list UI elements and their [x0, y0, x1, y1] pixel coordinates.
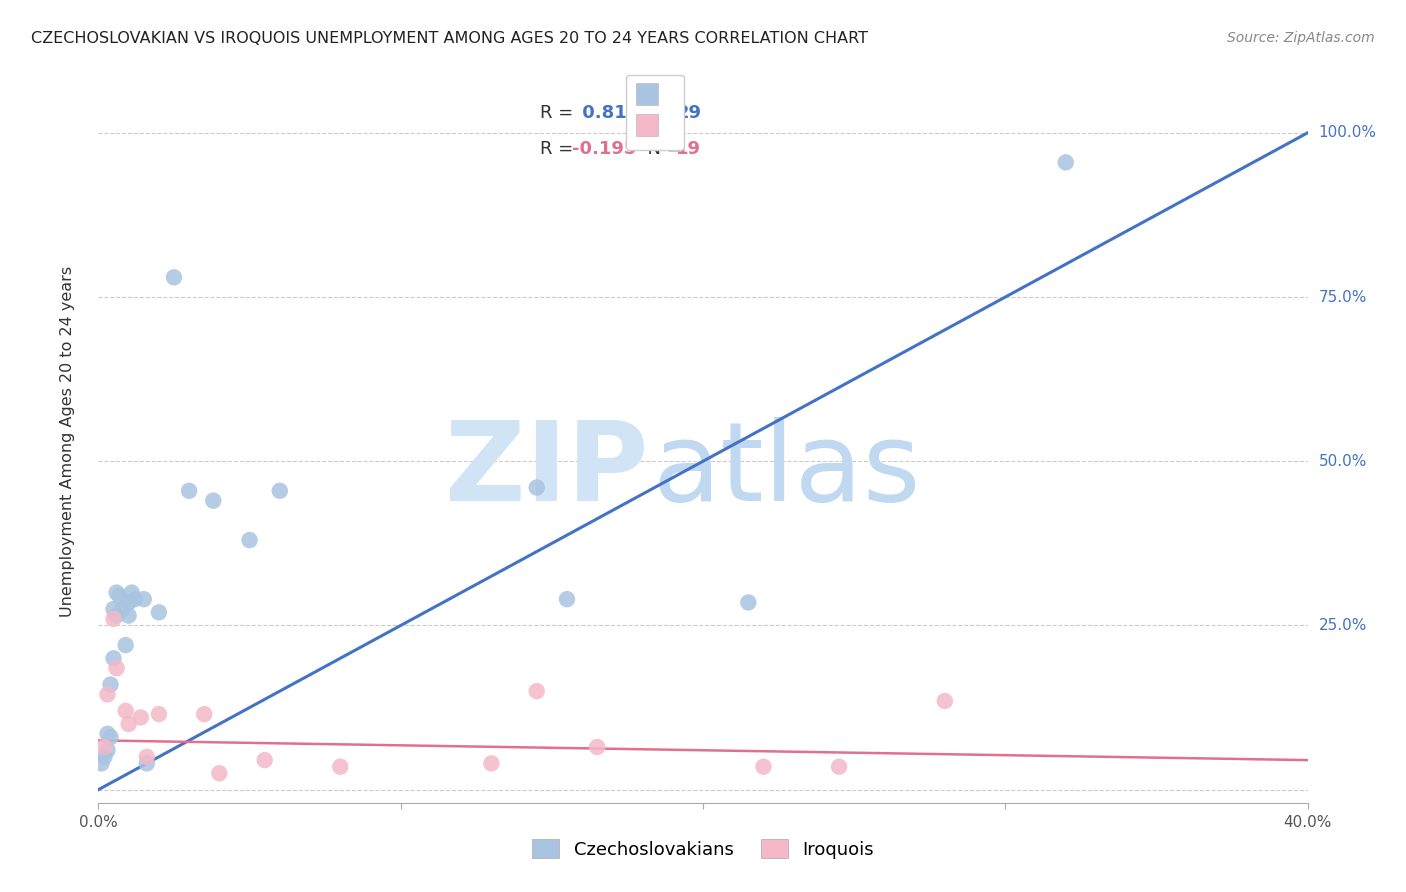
Text: 100.0%: 100.0% [1319, 126, 1376, 140]
Point [114, 638, 136, 652]
Point [132, 592, 155, 607]
Point [105, 585, 128, 599]
Text: 25.0%: 25.0% [1319, 618, 1367, 633]
Text: N =: N = [637, 140, 688, 158]
Point [239, 533, 262, 547]
Point [111, 602, 134, 616]
Point [103, 602, 125, 616]
Point [103, 612, 125, 626]
Point [828, 760, 851, 774]
Point [193, 707, 215, 722]
Text: ZIP: ZIP [446, 417, 648, 524]
Point [148, 707, 170, 722]
Point [148, 605, 170, 619]
Point [752, 760, 775, 774]
Text: Source: ZipAtlas.com: Source: ZipAtlas.com [1227, 31, 1375, 45]
Text: CZECHOSLOVAKIAN VS IROQUOIS UNEMPLOYMENT AMONG AGES 20 TO 24 YEARS CORRELATION C: CZECHOSLOVAKIAN VS IROQUOIS UNEMPLOYMENT… [31, 31, 868, 46]
Point [208, 766, 231, 780]
Point [555, 592, 578, 607]
Point [105, 661, 128, 675]
Point [269, 483, 291, 498]
Point [202, 493, 225, 508]
Legend: Czechoslovakians, Iroquois: Czechoslovakians, Iroquois [524, 832, 882, 866]
Point [100, 677, 122, 691]
Point [93, 749, 115, 764]
Point [526, 684, 548, 698]
Point [163, 270, 186, 285]
Point [1054, 155, 1077, 169]
Text: atlas: atlas [652, 417, 921, 524]
Point [114, 704, 136, 718]
Text: 29: 29 [676, 103, 702, 122]
Text: R =: R = [540, 140, 579, 158]
Y-axis label: Unemployment Among Ages 20 to 24 years: Unemployment Among Ages 20 to 24 years [60, 266, 75, 617]
Point [96, 727, 118, 741]
Text: 75.0%: 75.0% [1319, 290, 1367, 304]
Point [737, 595, 759, 609]
Point [934, 694, 956, 708]
Point [105, 608, 128, 623]
Point [135, 756, 157, 771]
Point [329, 760, 352, 774]
Text: -0.195: -0.195 [572, 140, 637, 158]
Point [586, 739, 609, 754]
Point [118, 595, 141, 609]
Point [90, 756, 112, 771]
Point [481, 756, 503, 771]
Point [108, 589, 131, 603]
Point [253, 753, 276, 767]
Point [100, 730, 122, 744]
Text: 19: 19 [676, 140, 702, 158]
Point [526, 481, 548, 495]
Point [118, 717, 141, 731]
Text: 0.818: 0.818 [576, 103, 640, 122]
Text: 50.0%: 50.0% [1319, 454, 1367, 468]
Point [96, 687, 118, 701]
Point [121, 585, 143, 599]
Text: R =: R = [540, 103, 579, 122]
Point [179, 483, 201, 498]
Point [135, 749, 157, 764]
Point [103, 651, 125, 665]
Point [96, 743, 118, 757]
Point [118, 608, 141, 623]
Point [124, 592, 146, 607]
Text: N =: N = [637, 103, 688, 122]
Point [129, 710, 152, 724]
Point [93, 739, 115, 754]
